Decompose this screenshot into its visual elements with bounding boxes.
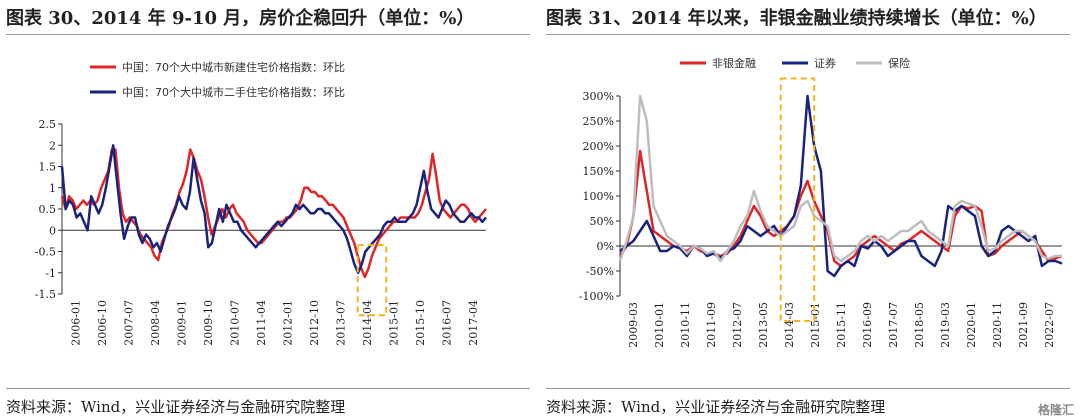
x-tick-label: 2013-07 xyxy=(334,300,347,346)
x-tick-label: 2009-10 xyxy=(202,300,215,346)
x-tick-label: 2015-01 xyxy=(809,302,822,348)
series-line-2 xyxy=(618,94,1062,263)
highlight-dashed-box xyxy=(356,244,388,317)
x-tick-label: 2012-10 xyxy=(308,300,321,346)
title-divider xyxy=(546,34,1070,35)
y-tick-label: 0% xyxy=(597,240,614,253)
x-tick-label: 2012-01 xyxy=(281,300,294,346)
legend-label: 保险 xyxy=(888,56,910,70)
chart-title: 图表 31、2014 年以来，非银金融业绩持续增长（单位：%） xyxy=(546,8,1047,29)
legend-label: 证券 xyxy=(814,56,836,70)
y-tick-label: 2 xyxy=(49,139,56,152)
x-tick-label: 2015-01 xyxy=(387,300,400,346)
y-tick-label: 300% xyxy=(583,90,614,103)
x-tick-label: 2011-09 xyxy=(705,302,718,348)
y-tick-label: 150% xyxy=(583,165,614,178)
series-line-0 xyxy=(60,148,487,279)
y-tick-label: -1 xyxy=(45,267,56,280)
x-tick-label: 2008-04 xyxy=(149,300,162,346)
x-tick-label: 2010-11 xyxy=(679,302,692,348)
x-tick-label: 2006-01 xyxy=(69,300,82,346)
nonbank-growth-chart: 300% 250% 200% 150% 100% 50% 0% -50% -100% 2009-0… xyxy=(579,56,1063,348)
x-tick-label: 2010-07 xyxy=(228,300,241,346)
x-tick-label: 2012-07 xyxy=(731,302,744,348)
source-divider xyxy=(546,388,1070,389)
house-price-chart: 2.5 2 1.5 1 0.5 0 -0.5 -1 -1.5 2006-01 2006-10 2007… xyxy=(35,60,487,346)
chart-title: 图表 30、2014 年 9-10 月，房价企稳回升（单位：%） xyxy=(6,8,475,29)
x-tick-label: 2009-01 xyxy=(175,300,188,346)
y-tick-label: -50% xyxy=(586,265,614,278)
x-tick-label: 2022-07 xyxy=(1043,302,1056,348)
y-tick-label: 0.5 xyxy=(39,203,57,216)
x-tick-label: 2010-01 xyxy=(653,302,666,348)
x-tick-label: 2013-05 xyxy=(757,302,770,348)
x-tick-label: 2015-11 xyxy=(835,302,848,348)
x-tick-label: 2007-07 xyxy=(122,300,135,346)
x-tick-label: 2016-07 xyxy=(440,300,453,346)
source-divider xyxy=(6,388,530,389)
source-note: 资料来源：Wind，兴业证券经济与金融研究院整理 xyxy=(546,398,886,416)
y-tick-label: -0.5 xyxy=(35,246,56,259)
y-tick-label: 0 xyxy=(49,224,56,237)
watermark-logo: 格隆汇 xyxy=(1037,403,1074,417)
x-tick-label: 2021-09 xyxy=(1017,302,1030,348)
legend-label: 中国：70个大中城市新建住宅价格指数：环比 xyxy=(122,60,345,74)
series-line-1 xyxy=(60,144,487,275)
x-tick-label: 2006-10 xyxy=(96,300,109,346)
y-tick-label: 1 xyxy=(49,182,56,195)
chart-panel-nonbank-growth: 图表 31、2014 年以来，非银金融业绩持续增长（单位：%） 300% 250%… xyxy=(540,0,1080,420)
y-tick-label: -100% xyxy=(579,290,614,303)
title-divider xyxy=(6,34,530,35)
y-tick-label: 50% xyxy=(590,215,614,228)
x-tick-label: 2009-03 xyxy=(627,302,640,348)
x-tick-label: 2020-01 xyxy=(965,302,978,348)
y-tick-label: 200% xyxy=(583,140,614,153)
x-tick-label: 2017-07 xyxy=(887,302,900,348)
x-tick-label: 2018-05 xyxy=(913,302,926,348)
x-tick-label: 2014-03 xyxy=(783,302,796,348)
x-tick-label: 2019-03 xyxy=(939,302,952,348)
chart-panel-house-price: 图表 30、2014 年 9-10 月，房价企稳回升（单位：%） 2.5 2 1.5… xyxy=(6,8,530,416)
y-tick-label: 250% xyxy=(583,115,614,128)
x-tick-label: 2017-04 xyxy=(467,300,480,346)
x-tick-label: 2016-09 xyxy=(861,302,874,348)
x-tick-label: 2014-04 xyxy=(361,300,374,346)
legend-label: 中国：70个大中城市二手住宅价格指数：环比 xyxy=(122,85,345,99)
legend-label: 非银金融 xyxy=(712,56,756,70)
x-tick-label: 2011-04 xyxy=(255,300,268,346)
x-tick-label: 2020-11 xyxy=(991,302,1004,348)
y-tick-label: 100% xyxy=(583,190,614,203)
highlight-dashed-box xyxy=(779,77,816,322)
source-note: 资料来源：Wind，兴业证券经济与金融研究院整理 xyxy=(6,398,346,416)
x-tick-label: 2015-10 xyxy=(414,300,427,346)
y-tick-label: 2.5 xyxy=(39,118,57,131)
y-tick-label: -1.5 xyxy=(35,288,56,301)
y-tick-label: 1.5 xyxy=(39,161,57,174)
